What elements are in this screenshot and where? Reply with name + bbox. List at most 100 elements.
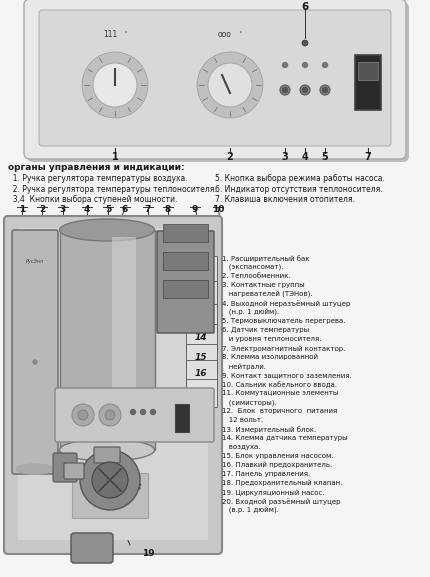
Text: 19: 19 — [142, 549, 154, 557]
Text: 5: 5 — [105, 205, 111, 214]
Bar — [72, 473, 148, 518]
Text: 2: 2 — [39, 205, 45, 214]
Circle shape — [283, 62, 288, 68]
Text: 3,4  Кнопки выбора ступеней мощности.: 3,4 Кнопки выбора ступеней мощности. — [8, 195, 177, 204]
Text: 5: 5 — [322, 152, 329, 162]
Text: 18: 18 — [130, 484, 142, 493]
Circle shape — [92, 462, 128, 498]
Text: 12 вольт.: 12 вольт. — [222, 417, 263, 423]
Circle shape — [78, 410, 88, 420]
Text: 1: 1 — [19, 205, 25, 214]
Text: 1. Ручка регулятора температуры воздуха.: 1. Ручка регулятора температуры воздуха. — [8, 174, 187, 183]
Text: ooo: ooo — [218, 30, 232, 39]
Text: 3: 3 — [282, 152, 289, 162]
Text: 2. Ручка регулятора температуры теплоносителя.: 2. Ручка регулятора температуры теплонос… — [8, 185, 217, 193]
Text: 5. Термовыключатель перегрева.: 5. Термовыключатель перегрева. — [222, 318, 345, 324]
Text: 2. Теплообменник.: 2. Теплообменник. — [222, 273, 291, 279]
Circle shape — [72, 404, 94, 426]
Text: 2: 2 — [227, 152, 233, 162]
Text: органы управления и индикации:: органы управления и индикации: — [8, 163, 184, 172]
Text: (симисторы).: (симисторы). — [222, 399, 277, 406]
Text: 14. Клемма датчика температуры: 14. Клемма датчика температуры — [222, 435, 347, 441]
Text: 18. Предохранительный клапан.: 18. Предохранительный клапан. — [222, 480, 342, 486]
Circle shape — [150, 410, 156, 414]
Text: 12: 12 — [195, 290, 208, 299]
Text: 7: 7 — [365, 152, 372, 162]
Text: 11. Коммутационные элементы: 11. Коммутационные элементы — [222, 390, 338, 396]
Circle shape — [141, 410, 145, 414]
Circle shape — [130, 410, 135, 414]
Text: 7: 7 — [145, 205, 151, 214]
Text: 14: 14 — [195, 334, 208, 343]
Text: 7. Клавиша включения отопителя.: 7. Клавиша включения отопителя. — [215, 195, 355, 204]
Text: (н.р. 1 дюйм).: (н.р. 1 дюйм). — [222, 309, 279, 316]
Circle shape — [105, 410, 115, 420]
Bar — [163, 252, 208, 270]
Bar — [358, 62, 378, 80]
Circle shape — [280, 85, 290, 95]
Text: 3: 3 — [60, 205, 66, 214]
Bar — [60, 230, 155, 450]
Text: 7. Электромагнитный контактор.: 7. Электромагнитный контактор. — [222, 345, 345, 351]
FancyBboxPatch shape — [55, 388, 214, 442]
Circle shape — [80, 450, 140, 510]
Text: 13. Измерительный блок.: 13. Измерительный блок. — [222, 426, 316, 433]
Text: и уровня теплоносителя.: и уровня теплоносителя. — [222, 336, 322, 342]
Text: нагревателей (ТЭНов).: нагревателей (ТЭНов). — [222, 291, 313, 298]
Text: 111: 111 — [103, 30, 117, 39]
Text: 20. Входной разъёмный штуцер: 20. Входной разъёмный штуцер — [222, 498, 341, 505]
FancyBboxPatch shape — [4, 216, 222, 554]
Circle shape — [300, 85, 310, 95]
Text: 9. Контакт защитного заземления.: 9. Контакт защитного заземления. — [222, 372, 352, 378]
Text: РусЭнп: РусЭнп — [26, 260, 44, 264]
Text: 1: 1 — [112, 152, 118, 162]
Bar — [18, 228, 208, 540]
Ellipse shape — [16, 464, 54, 474]
FancyBboxPatch shape — [39, 10, 391, 146]
Text: 4: 4 — [301, 152, 308, 162]
FancyBboxPatch shape — [64, 463, 84, 479]
Text: 16: 16 — [195, 369, 208, 379]
Text: 10: 10 — [212, 205, 224, 214]
Text: 1. Расширительный бак: 1. Расширительный бак — [222, 255, 310, 262]
Text: 19. Циркуляционный насос.: 19. Циркуляционный насос. — [222, 489, 325, 496]
Circle shape — [197, 52, 263, 118]
Text: 10. Сальник кабельного ввода.: 10. Сальник кабельного ввода. — [222, 381, 337, 388]
Circle shape — [302, 62, 307, 68]
FancyBboxPatch shape — [157, 231, 214, 333]
Text: 13: 13 — [195, 313, 208, 323]
Bar — [175, 404, 189, 432]
Text: 4: 4 — [84, 205, 90, 214]
Text: 9: 9 — [192, 205, 198, 214]
FancyBboxPatch shape — [12, 230, 58, 474]
Circle shape — [93, 63, 137, 107]
Text: нейтрали.: нейтрали. — [222, 363, 266, 369]
Text: воздуха.: воздуха. — [222, 444, 261, 450]
Text: ˚: ˚ — [238, 32, 242, 38]
FancyBboxPatch shape — [24, 0, 406, 159]
FancyBboxPatch shape — [71, 533, 113, 563]
Circle shape — [302, 87, 308, 93]
FancyBboxPatch shape — [27, 2, 409, 162]
Text: (экспансомат).: (экспансомат). — [222, 264, 283, 271]
Text: 6: 6 — [301, 2, 309, 12]
Text: 6. Индикатор отсутствия теплоносителя.: 6. Индикатор отсутствия теплоносителя. — [215, 185, 383, 193]
Text: 6: 6 — [122, 205, 128, 214]
Text: 3. Контактные группы: 3. Контактные группы — [222, 282, 304, 288]
Text: 15: 15 — [195, 354, 208, 362]
Circle shape — [320, 85, 330, 95]
Circle shape — [82, 52, 148, 118]
Bar — [163, 224, 208, 242]
Circle shape — [33, 360, 37, 364]
Bar — [355, 55, 381, 110]
Bar — [112, 237, 136, 445]
Text: 8: 8 — [165, 205, 171, 214]
Text: 17: 17 — [195, 388, 208, 398]
Text: 16. Плавкий предохранитель.: 16. Плавкий предохранитель. — [222, 462, 332, 469]
Bar — [163, 280, 208, 298]
Text: 4. Выходной неразъёмный штуцер: 4. Выходной неразъёмный штуцер — [222, 300, 350, 307]
Circle shape — [99, 404, 121, 426]
Circle shape — [302, 40, 308, 46]
Circle shape — [282, 87, 288, 93]
Circle shape — [322, 87, 328, 93]
